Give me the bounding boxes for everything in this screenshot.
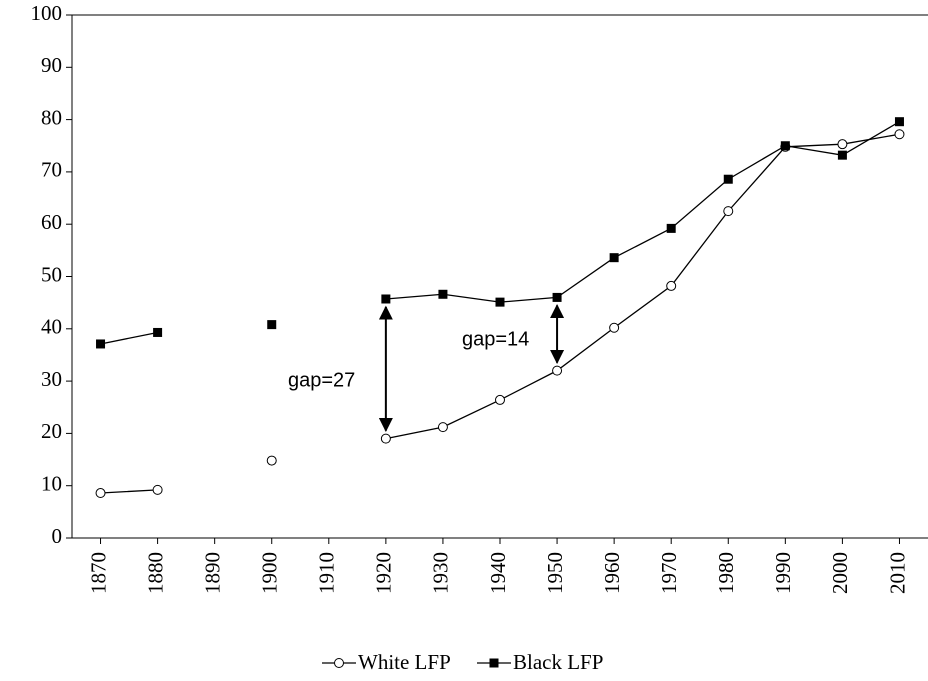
y-tick-label: 80 [41,105,62,129]
data-point [837,139,848,150]
data-point [438,289,448,299]
x-tick-label: 1940 [486,552,510,594]
legend-label: White LFP [358,650,451,674]
x-tick-label: 1890 [200,552,224,594]
y-tick-label: 10 [41,472,62,496]
x-tick-label: 1950 [543,552,567,594]
data-point [666,223,676,233]
data-point [894,129,905,140]
x-tick-label: 1900 [258,552,282,594]
data-point [152,484,163,495]
data-point [495,297,505,307]
x-tick-label: 1980 [714,552,738,594]
data-point [153,327,163,337]
y-tick-label: 20 [41,419,62,443]
legend-marker [489,658,499,668]
x-tick-label: 1990 [771,552,795,594]
y-tick-label: 60 [41,210,62,234]
x-tick-label: 2010 [885,552,909,594]
x-tick-label: 1970 [657,552,681,594]
data-point [96,339,106,349]
legend-marker [334,658,344,668]
data-point [837,150,847,160]
x-tick-label: 1960 [600,552,624,594]
data-point [381,294,391,304]
y-tick-label: 0 [52,524,63,548]
annotation: gap=27 [288,369,355,391]
x-tick-label: 1870 [86,552,110,594]
y-tick-label: 100 [31,1,63,25]
data-point [266,455,277,466]
y-tick-label: 90 [41,53,62,77]
data-point [552,292,562,302]
data-point [437,422,448,433]
data-point [723,206,734,217]
data-point [380,433,391,444]
y-tick-label: 30 [41,367,62,391]
x-tick-label: 1910 [315,552,339,594]
x-tick-label: 1880 [143,552,167,594]
x-tick-label: 1930 [429,552,453,594]
data-point [894,117,904,127]
data-point [495,394,505,405]
data-point [95,488,106,499]
y-tick-label: 50 [41,262,62,286]
data-point [609,253,619,263]
data-point [552,365,563,376]
data-point [267,320,277,330]
data-point [723,174,733,184]
y-tick-label: 40 [41,315,62,339]
series-line [100,121,900,345]
x-tick-label: 1920 [372,552,396,594]
x-tick-label: 2000 [828,552,852,594]
data-point [666,280,677,291]
data-point [609,322,620,333]
y-tick-label: 70 [41,158,62,182]
annotation: gap=14 [462,328,529,350]
series-line [100,133,900,494]
legend-label: Black LFP [513,650,603,674]
data-point [780,141,790,151]
